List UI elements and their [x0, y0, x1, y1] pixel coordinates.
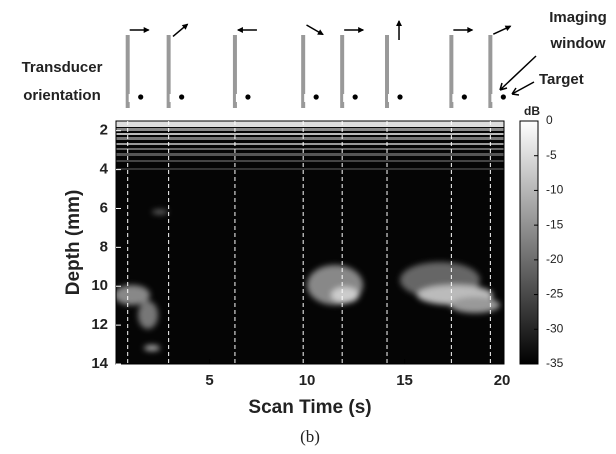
plot-frame [115, 120, 505, 365]
target [352, 94, 358, 100]
x-axis-label: Scan Time (s) [248, 397, 371, 418]
orientation-arrow [306, 24, 324, 36]
y-tick-label: 14 [91, 355, 108, 372]
orientation-arrow [344, 27, 365, 33]
imaging-window [235, 94, 240, 102]
y-tick-label: 6 [100, 199, 108, 216]
image [116, 121, 504, 364]
target-label: Target [539, 71, 584, 88]
arrow-part [317, 29, 324, 35]
imaging-window [169, 94, 174, 102]
colorbar-tick-label: -15 [546, 217, 564, 231]
arrow-part [358, 27, 365, 33]
pointer [511, 81, 535, 96]
arrow-part [504, 25, 512, 32]
window-label: window [550, 35, 606, 52]
orientation-label: orientation [23, 87, 101, 104]
colorbar-tick-label: -10 [546, 183, 564, 197]
transducer [385, 35, 390, 108]
orientation-arrow [236, 27, 257, 33]
arrow-part [236, 27, 243, 33]
arrow-part [181, 23, 189, 30]
transducer [232, 35, 237, 108]
imaging-window [388, 94, 393, 102]
target [245, 94, 251, 100]
transducer [166, 35, 171, 108]
target [138, 94, 144, 100]
y-tick-label: 12 [91, 316, 108, 333]
colorbar-tick-label: -25 [546, 287, 564, 301]
transducer [340, 35, 345, 108]
imaging-window [304, 94, 309, 102]
transducer [488, 35, 493, 108]
caption: (b) [300, 427, 320, 446]
orientation-arrow [396, 20, 403, 40]
colorbar-tick-label: 0 [546, 113, 553, 127]
window-label: Imaging [549, 9, 607, 26]
orientation-arrow [453, 27, 474, 33]
y-axis-label: Depth (mm) [63, 190, 84, 296]
y-tick-label: 10 [91, 277, 108, 294]
target [179, 94, 185, 100]
y-tick-label: 2 [100, 122, 108, 139]
y-tick-label: 8 [100, 238, 108, 255]
imaging-window [491, 94, 496, 102]
target [461, 94, 467, 100]
transducer [449, 35, 454, 108]
colorbar [519, 120, 539, 365]
target [313, 94, 319, 100]
y-tick-label: 4 [100, 161, 109, 178]
target [397, 94, 403, 100]
target [500, 94, 506, 100]
orientation-label: Transducer [22, 59, 103, 76]
colorbar-tick-label: -20 [546, 252, 564, 266]
colorbar-label: dB [524, 104, 540, 118]
orientation-arrow [492, 25, 512, 35]
colorbar-tick-label: -30 [546, 321, 564, 335]
x-tick-label: 5 [205, 372, 213, 389]
orientation-arrow [172, 23, 189, 38]
transducer [301, 35, 306, 108]
pointer [499, 55, 537, 91]
colorbar-tick-label: -5 [546, 148, 557, 162]
arrow-part [396, 20, 403, 26]
transducer [125, 35, 130, 108]
orientation-arrow [129, 27, 150, 33]
x-tick-label: 15 [396, 372, 413, 389]
imaging-window [343, 94, 348, 102]
arrow-part [143, 27, 150, 33]
imaging-window [452, 94, 457, 102]
x-tick-label: 10 [299, 372, 316, 389]
imaging-window [128, 94, 133, 102]
arrow-part [467, 27, 474, 33]
x-tick-label: 20 [494, 372, 511, 389]
colorbar-tick-label: -35 [546, 356, 564, 370]
